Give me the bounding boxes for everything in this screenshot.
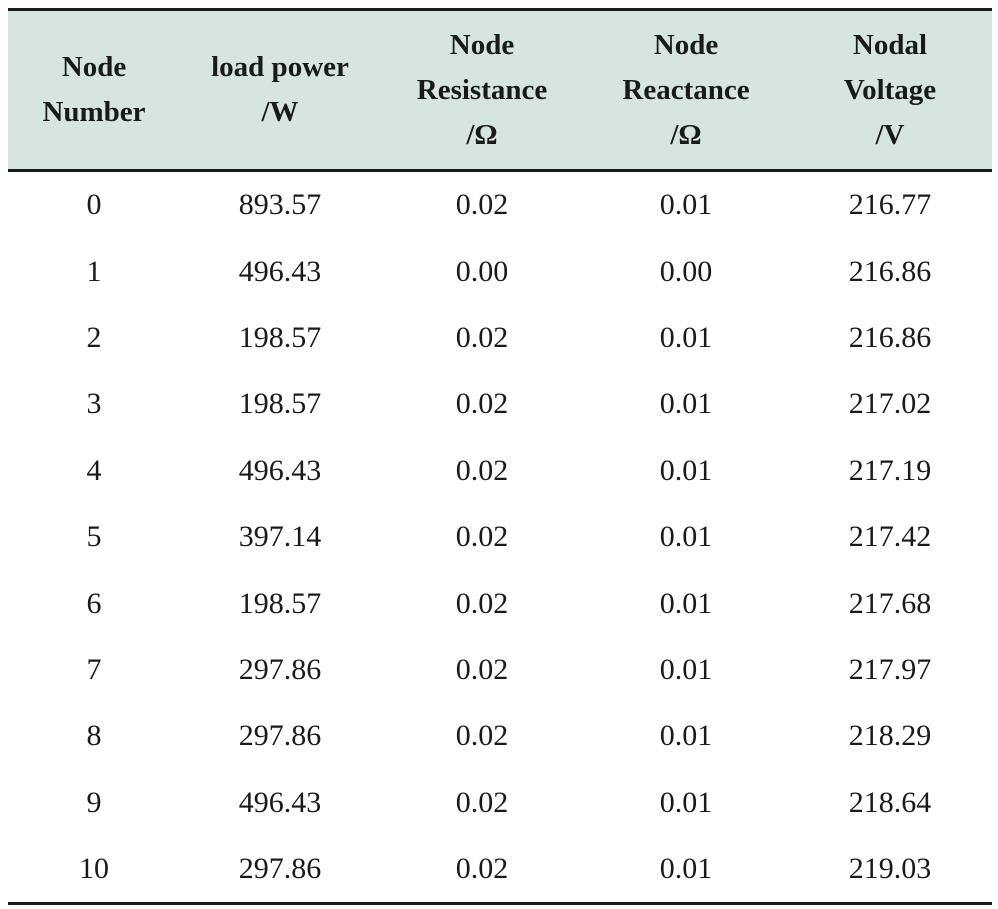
table-row: 2 198.57 0.02 0.01 216.86 — [8, 305, 992, 371]
table-row: 3 198.57 0.02 0.01 217.02 — [8, 371, 992, 437]
cell-node-reactance: 0.01 — [659, 520, 713, 554]
header-load-power: load power /W — [180, 8, 380, 172]
cell-nodal-voltage: 217.68 — [848, 586, 932, 620]
cell-nodal-voltage: 217.02 — [848, 387, 932, 421]
cell-node-reactance: 0.01 — [659, 719, 713, 753]
cell-nodal-voltage: 216.77 — [848, 188, 932, 222]
cell-node-resistance: 0.02 — [455, 453, 509, 487]
cell-node-number: 6 — [86, 586, 102, 620]
cell-load-power: 496.43 — [238, 785, 322, 819]
cell-nodal-voltage: 217.19 — [848, 453, 932, 487]
cell-node-reactance: 0.01 — [659, 652, 713, 686]
cell-node-number: 10 — [8, 835, 180, 906]
cell-node-resistance: 0.02 — [455, 387, 509, 421]
header-row: Node Number load power /W Node Resistanc… — [8, 8, 992, 172]
table-body: 0 893.57 0.02 0.01 216.77 1 496.43 0.00 0.00 216.… — [8, 171, 992, 906]
cell-node-resistance: 0.02 — [455, 188, 509, 222]
cell-load-power: 297.86 — [238, 719, 322, 753]
table-row: 8 297.86 0.02 0.01 218.29 — [8, 703, 992, 769]
data-table-container: Node Number load power /W Node Resistanc… — [8, 8, 992, 906]
cell-load-power: 496.43 — [238, 254, 322, 288]
cell-load-power: 397.14 — [238, 520, 322, 554]
cell-load-power: 893.57 — [238, 188, 322, 222]
cell-node-resistance: 0.02 — [455, 586, 509, 620]
cell-nodal-voltage: 217.97 — [848, 652, 932, 686]
cell-node-number: 5 — [86, 520, 102, 554]
table-row: 6 198.57 0.02 0.01 217.68 — [8, 570, 992, 636]
table-row: 1 496.43 0.00 0.00 216.86 — [8, 238, 992, 304]
cell-node-resistance: 0.02 — [455, 520, 509, 554]
table-row: 7 297.86 0.02 0.01 217.97 — [8, 637, 992, 703]
cell-node-number: 0 — [86, 188, 102, 222]
header-node-reactance: Node Reactance /Ω — [584, 8, 788, 172]
table-row: 0 893.57 0.02 0.01 216.77 — [8, 171, 992, 239]
cell-node-resistance: 0.02 — [380, 835, 584, 906]
cell-node-resistance: 0.02 — [455, 320, 509, 354]
cell-node-reactance: 0.01 — [659, 188, 713, 222]
table-row: 10 297.86 0.02 0.01 219.03 — [8, 835, 992, 906]
cell-nodal-voltage: 218.29 — [848, 719, 932, 753]
cell-load-power: 297.86 — [180, 835, 380, 906]
cell-node-reactance: 0.01 — [659, 586, 713, 620]
cell-load-power: 198.57 — [238, 586, 322, 620]
cell-node-number: 2 — [86, 320, 102, 354]
cell-node-number: 9 — [86, 785, 102, 819]
cell-nodal-voltage: 216.86 — [848, 320, 932, 354]
cell-node-number: 1 — [86, 254, 102, 288]
node-data-table: Node Number load power /W Node Resistanc… — [8, 8, 992, 906]
table-row: 4 496.43 0.02 0.01 217.19 — [8, 438, 992, 504]
header-nodal-voltage: Nodal Voltage /V — [788, 8, 992, 172]
cell-node-reactance: 0.00 — [659, 254, 713, 288]
cell-node-reactance: 0.01 — [659, 320, 713, 354]
cell-nodal-voltage: 219.03 — [788, 835, 992, 906]
cell-load-power: 198.57 — [238, 387, 322, 421]
cell-node-resistance: 0.02 — [455, 785, 509, 819]
cell-load-power: 297.86 — [238, 652, 322, 686]
table-row: 5 397.14 0.02 0.01 217.42 — [8, 504, 992, 570]
cell-node-resistance: 0.00 — [455, 254, 509, 288]
cell-node-reactance: 0.01 — [659, 785, 713, 819]
cell-node-number: 3 — [86, 387, 102, 421]
cell-node-resistance: 0.02 — [455, 719, 509, 753]
cell-node-reactance: 0.01 — [659, 453, 713, 487]
header-node-resistance: Node Resistance /Ω — [380, 8, 584, 172]
table-row: 9 496.43 0.02 0.01 218.64 — [8, 770, 992, 836]
cell-nodal-voltage: 217.42 — [848, 520, 932, 554]
cell-node-reactance: 0.01 — [584, 835, 788, 906]
cell-load-power: 198.57 — [238, 320, 322, 354]
header-node-number: Node Number — [8, 8, 180, 172]
cell-node-number: 7 — [86, 652, 102, 686]
cell-nodal-voltage: 216.86 — [848, 254, 932, 288]
cell-node-number: 4 — [86, 453, 102, 487]
cell-load-power: 496.43 — [238, 453, 322, 487]
table-header: Node Number load power /W Node Resistanc… — [8, 8, 992, 172]
cell-node-resistance: 0.02 — [455, 652, 509, 686]
cell-nodal-voltage: 218.64 — [848, 785, 932, 819]
cell-node-reactance: 0.01 — [659, 387, 713, 421]
cell-node-number: 8 — [86, 719, 102, 753]
